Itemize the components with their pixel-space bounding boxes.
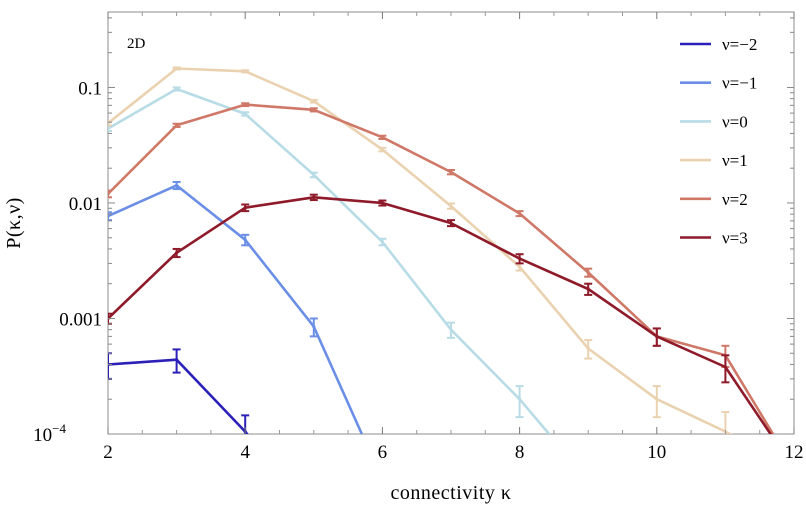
data-point — [243, 206, 247, 210]
data-point — [586, 287, 590, 291]
x-axis-title: connectivity κ — [391, 482, 512, 504]
data-point — [312, 108, 316, 112]
series-line — [108, 67, 733, 434]
data-point — [108, 127, 110, 131]
series-line — [108, 87, 551, 434]
x-tick-label: 10 — [647, 442, 666, 463]
series-1 — [108, 180, 364, 434]
legend-label: ν=−2 — [722, 35, 757, 54]
data-point — [518, 256, 522, 261]
data-point — [312, 195, 316, 199]
data-point — [655, 334, 659, 338]
data-point — [518, 265, 522, 269]
data-point — [449, 221, 453, 225]
y-tick-label: 0.001 — [59, 309, 102, 330]
series-line — [108, 358, 249, 434]
y-tick-label: 10−4 — [33, 421, 66, 446]
series-layer — [108, 66, 775, 434]
data-point — [175, 251, 179, 255]
data-point — [655, 397, 659, 401]
data-point — [312, 99, 316, 103]
data-point — [586, 270, 590, 275]
series-0 — [108, 348, 250, 434]
x-tick-label: 12 — [785, 442, 804, 463]
data-point — [175, 66, 179, 71]
data-point — [380, 240, 384, 244]
legend-label: ν=1 — [722, 151, 748, 170]
data-point — [380, 135, 384, 139]
legend-label: ν=2 — [722, 190, 748, 209]
x-tick-label: 6 — [378, 442, 388, 463]
legend-label: ν=0 — [722, 112, 748, 131]
y-tick-label: 0.1 — [78, 78, 102, 99]
data-point — [243, 238, 247, 242]
legend-label: ν=3 — [722, 229, 748, 248]
series-line — [108, 184, 364, 434]
data-point — [108, 214, 110, 218]
y-tick-exponent: −4 — [52, 421, 66, 436]
data-point — [449, 204, 453, 208]
x-tick-label: 2 — [103, 442, 113, 463]
data-point — [518, 397, 522, 401]
data-point — [175, 183, 179, 187]
legend: ν=−2 ν=−1 ν=0 ν=1 ν=2 ν=3 — [680, 35, 757, 248]
data-point — [175, 358, 179, 362]
series-5 — [108, 193, 773, 434]
data-point — [380, 201, 384, 205]
data-point — [518, 211, 522, 216]
y-axis-title: P(κ,ν) — [3, 197, 25, 249]
y-tick-label: 0.01 — [69, 194, 102, 215]
data-point — [380, 147, 384, 152]
x-tick-label: 4 — [240, 442, 250, 463]
series-2 — [108, 86, 551, 434]
data-point — [108, 192, 110, 196]
data-point — [312, 173, 316, 177]
annotation-2d: 2D — [127, 36, 146, 52]
data-point — [243, 69, 247, 73]
data-point — [312, 325, 316, 329]
data-point — [175, 123, 179, 127]
series-3 — [108, 66, 733, 434]
data-point — [243, 112, 247, 116]
x-tick-label: 8 — [515, 442, 525, 463]
data-point — [723, 365, 728, 369]
data-point — [449, 170, 453, 174]
data-point — [449, 328, 453, 332]
data-point — [243, 103, 247, 107]
data-point — [175, 87, 179, 91]
legend-label: ν=−1 — [722, 74, 757, 93]
tick-layer: 2 4 6 8 10 12 0.1 0.01 0.001 10−4 — [33, 12, 804, 463]
data-point — [586, 346, 590, 351]
